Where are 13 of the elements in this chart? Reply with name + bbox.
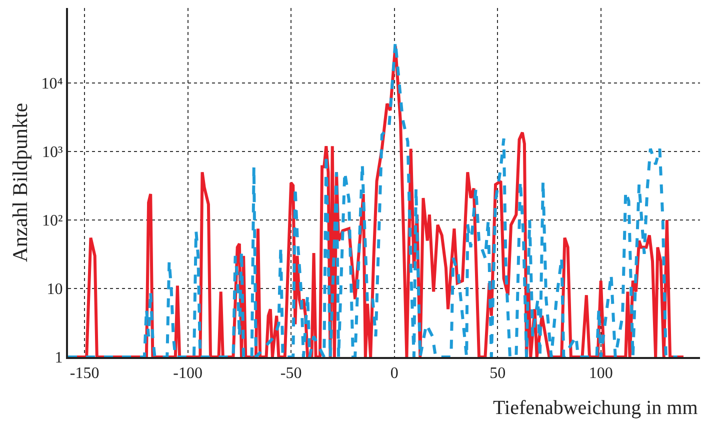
x-tick-label: 0 [390, 365, 398, 382]
x-tick-label: 100 [588, 365, 613, 382]
y-tick-label: 1 [54, 350, 63, 367]
x-tick-label: -150 [70, 365, 100, 382]
x-tick-label: 50 [490, 365, 506, 382]
y-tick-label: 10 [46, 281, 63, 298]
x-axis-title: Tiefenabweichung in mm [493, 397, 698, 419]
x-tick-label: -50 [280, 365, 302, 382]
x-tick-label: -100 [173, 365, 202, 382]
y-tick-label: 10³ [42, 144, 64, 162]
y-tick-label: 10² [42, 212, 64, 230]
y-axis-title: Anzahl Bildpunkte [8, 102, 32, 262]
y-tick-label: 10⁴ [41, 76, 64, 93]
